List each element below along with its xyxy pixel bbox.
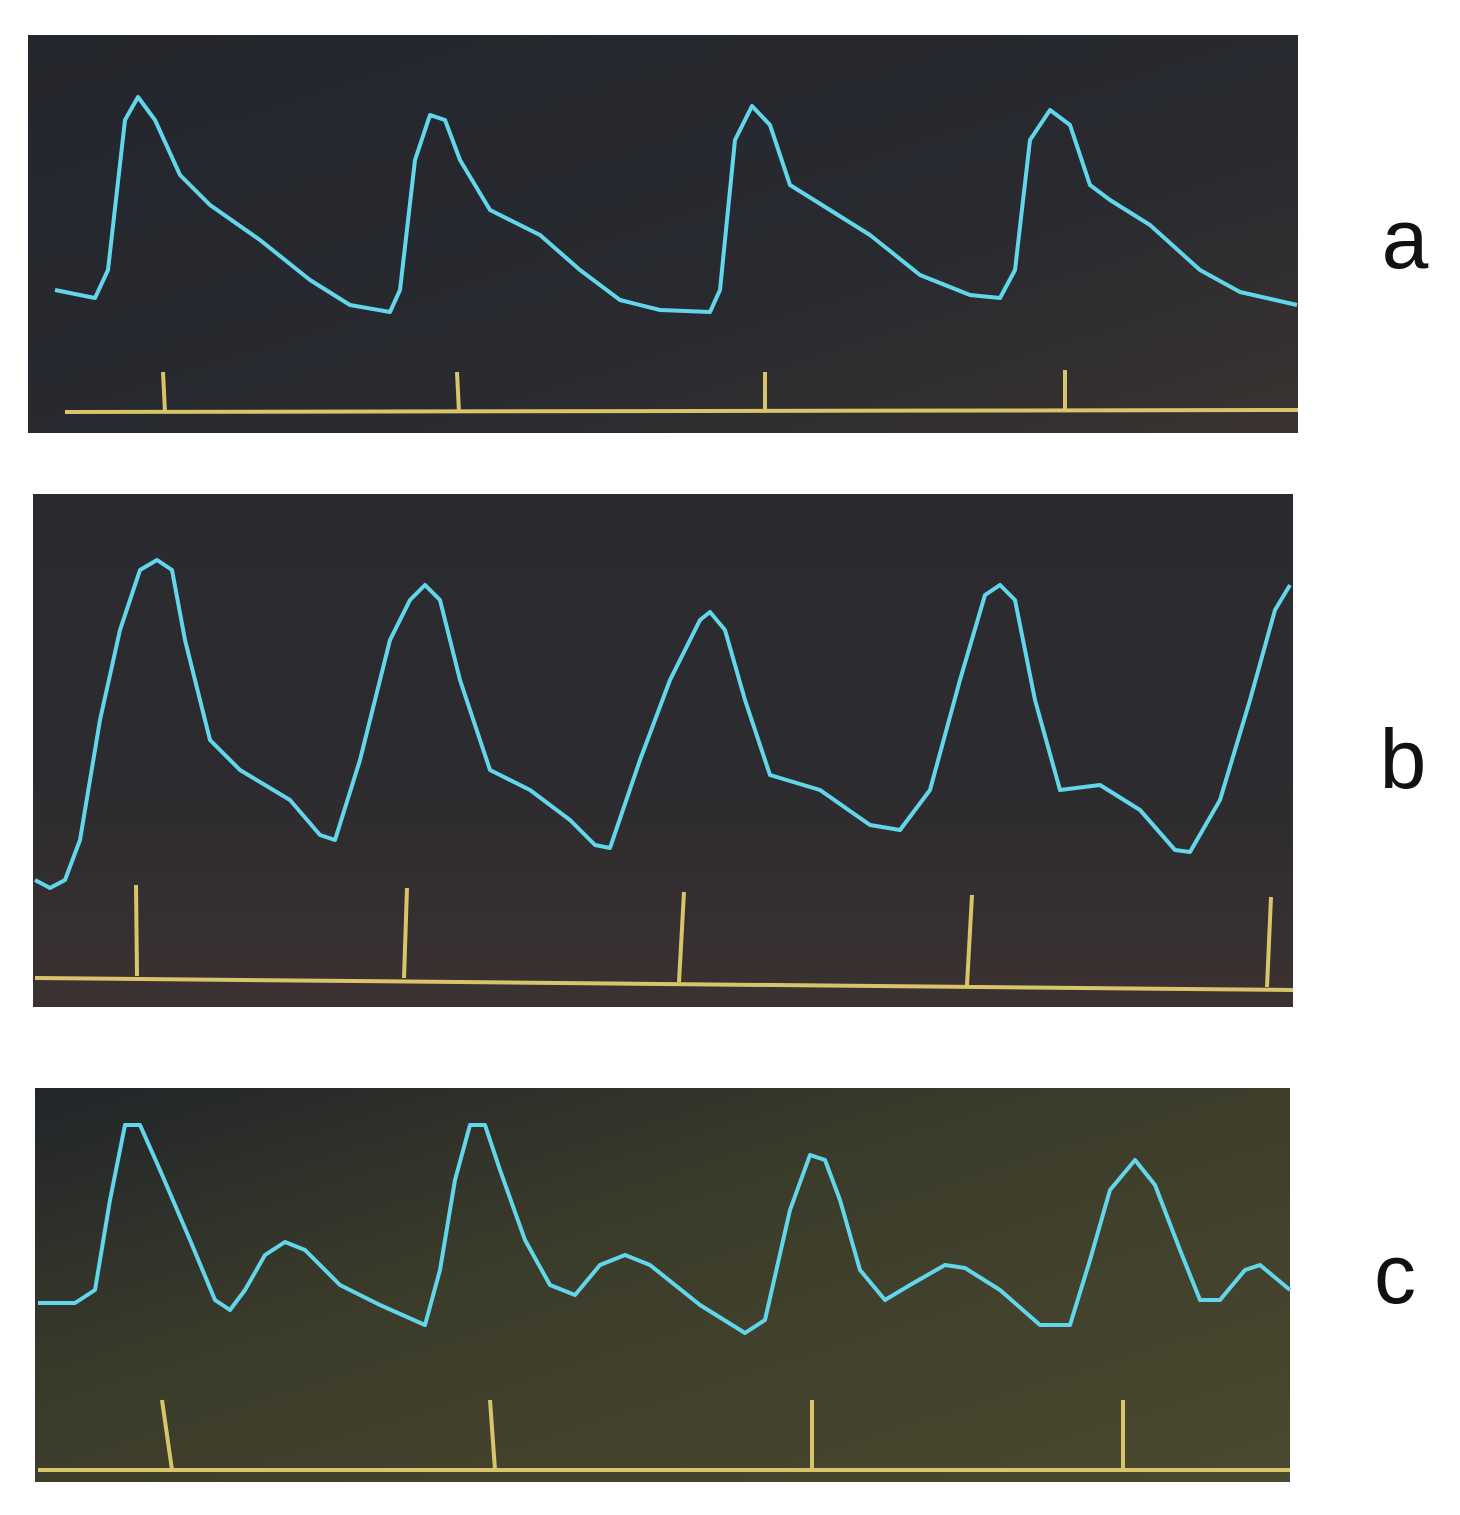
screen xyxy=(33,494,1293,1007)
panel-a: a xyxy=(28,35,1429,433)
waveform xyxy=(34,558,1292,890)
panel-c: c xyxy=(35,1088,1416,1482)
screen xyxy=(35,1088,1290,1482)
panel-b: b xyxy=(33,494,1426,1007)
screen xyxy=(28,35,1298,433)
panel-label: b xyxy=(1380,712,1427,806)
time-scale xyxy=(34,884,1294,992)
panel-label: c xyxy=(1374,1227,1416,1321)
time-scale xyxy=(64,370,1299,414)
waveform xyxy=(38,1123,1292,1335)
time-scale xyxy=(38,1399,1290,1472)
panel-label: a xyxy=(1382,192,1429,286)
waveform xyxy=(54,95,1298,314)
